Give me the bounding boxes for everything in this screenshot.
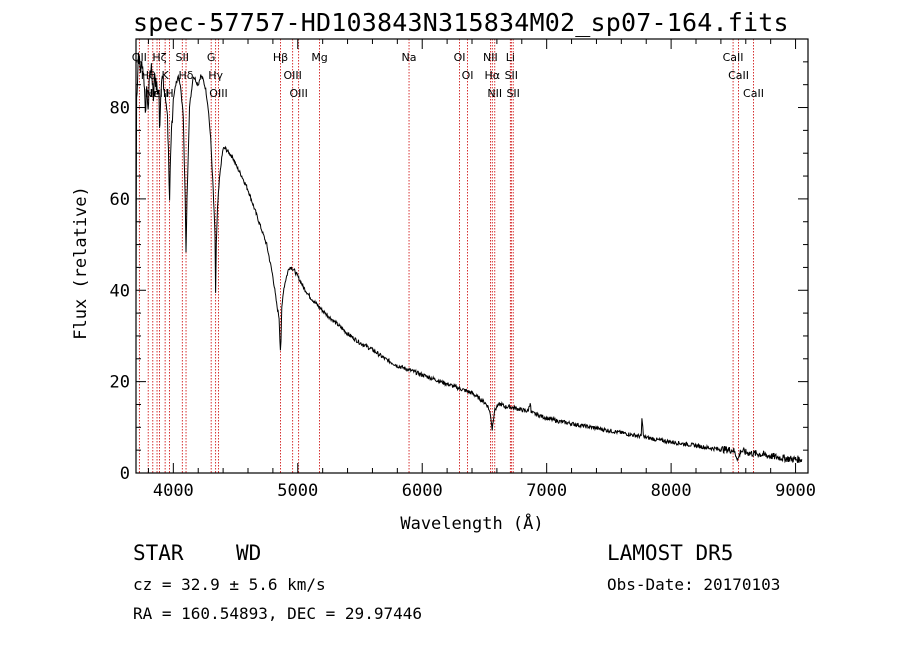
x-axis-label: Wavelength (Å) [400, 512, 543, 534]
object-class: STAR [133, 541, 184, 565]
line-label: OI [454, 51, 466, 64]
line-label: OIII [289, 87, 307, 100]
x-tick-label: 7000 [526, 481, 567, 501]
y-tick-label: 40 [110, 281, 130, 301]
spectrum-series [135, 52, 803, 464]
line-label: Hβ [273, 51, 288, 64]
x-tick-label: 9000 [775, 481, 816, 501]
line-label: SII [505, 69, 518, 82]
line-label: NII [487, 87, 502, 100]
line-label: CaII [728, 69, 749, 82]
line-label: CaII [723, 51, 744, 64]
line-label: OIII [209, 87, 227, 100]
y-axis-ticks: 0 20 40 60 80 [110, 38, 808, 484]
line-label: G [207, 51, 216, 64]
y-axis-label: Flux (relative) [71, 186, 91, 340]
line-label: Hζ [152, 51, 166, 64]
chart-title: spec-57757-HD103843N315834M02_sp07-164.f… [133, 8, 789, 37]
y-tick-label: 20 [110, 373, 130, 393]
line-label: NII [483, 51, 498, 64]
y-tick-label: 0 [120, 464, 130, 484]
object-subclass: WD [236, 541, 262, 565]
spectral-line-markers [138, 39, 754, 473]
redshift-velocity: cz = 32.9 ± 5.6 km/s [133, 575, 326, 594]
observation-date: Obs-Date: 20170103 [607, 575, 781, 594]
y-tick-label: 60 [110, 190, 130, 210]
x-tick-label: 8000 [651, 481, 692, 501]
survey-name: LAMOST DR5 [607, 541, 734, 565]
y-tick-label: 80 [110, 99, 130, 119]
spectral-line-labels: OIIHθHηNeIIIHζKHSIIHδGHγOIIIHβOIIIOIIIMg… [132, 51, 764, 100]
line-label: H [165, 87, 173, 100]
line-label: K [162, 69, 170, 82]
spectrum-line [135, 52, 803, 464]
x-tick-label: 5000 [277, 481, 318, 501]
line-label: OI [462, 69, 474, 82]
plot-frame [135, 38, 809, 474]
line-label: CaII [743, 87, 764, 100]
x-tick-label: 4000 [153, 481, 194, 501]
coordinates: RA = 160.54893, DEC = 29.97446 [133, 604, 422, 623]
line-label: Li [506, 51, 515, 64]
line-label: SII [506, 87, 519, 100]
line-label: Hδ [179, 69, 194, 82]
line-label: Mg [311, 51, 327, 64]
line-label: Hγ [208, 69, 223, 82]
line-label: SII [176, 51, 189, 64]
line-label: Hα [485, 69, 501, 82]
x-axis-ticks: 4000 5000 6000 7000 8000 9000 [147, 39, 816, 501]
line-label: OIII [283, 69, 301, 82]
line-label: Na [402, 51, 417, 64]
x-tick-label: 6000 [402, 481, 443, 501]
